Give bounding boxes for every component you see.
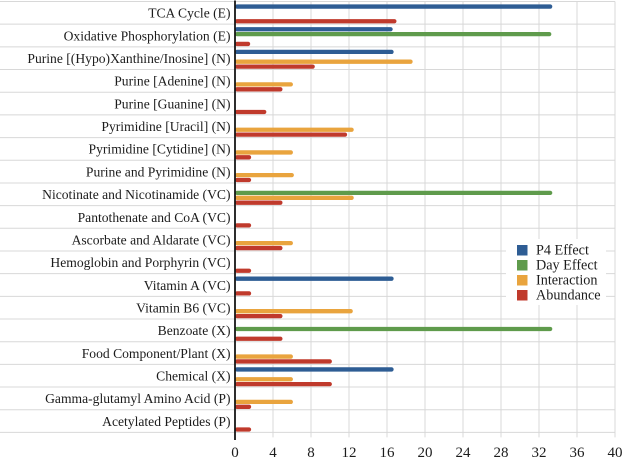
category-label: Nicotinate and Nicotinamide (VC): [42, 187, 230, 203]
x-tick-label: 4: [269, 445, 277, 461]
bar-p4-effect: [235, 49, 394, 55]
bar-abundance: [235, 336, 283, 341]
x-tick-label: 24: [456, 445, 472, 461]
category-label: Purine [Guanine] (N): [114, 96, 230, 112]
x-tick-label: 0: [231, 445, 239, 461]
bar-abundance: [235, 155, 252, 160]
x-tick-label: 8: [307, 445, 315, 461]
category-label: TCA Cycle (E): [148, 6, 230, 22]
category-label: Benzoate (X): [158, 323, 231, 339]
bar-abundance: [235, 245, 283, 251]
bar-p4-effect: [235, 4, 553, 9]
x-tick-label: 36: [570, 445, 586, 461]
category-label: Chemical (X): [156, 369, 230, 385]
category-label: Pyrimidine [Cytidine] (N): [89, 142, 231, 158]
category-label: Pantothenate and CoA (VC): [78, 210, 231, 226]
bar-abundance: [235, 19, 397, 24]
bar-p4-effect: [235, 276, 394, 281]
bar-interaction: [235, 59, 413, 64]
bar-abundance: [235, 132, 348, 137]
category-label: Acetylated Peptides (P): [102, 414, 230, 430]
bar-abundance: [235, 404, 252, 409]
bar-interaction: [235, 399, 293, 405]
legend-swatch-interaction: [517, 275, 528, 286]
x-tick-label: 40: [608, 445, 623, 461]
bar-abundance: [235, 291, 252, 296]
bar-abundance: [235, 359, 332, 364]
bar-abundance: [235, 200, 283, 205]
bar-abundance: [235, 109, 267, 115]
category-label: Hemoglobin and Porphyrin (VC): [50, 255, 230, 271]
category-label: Gamma-glutamyl Amino Acid (P): [45, 391, 230, 407]
bar-abundance: [235, 223, 252, 228]
bar-interaction: [235, 309, 353, 314]
x-tick-label: 32: [532, 445, 547, 461]
bar-abundance: [235, 268, 252, 273]
legend-label-abundance: Abundance: [536, 288, 601, 304]
bar-abundance: [235, 313, 283, 319]
legend-label-day-effect: Day Effect: [536, 258, 598, 274]
bar-interaction: [235, 241, 293, 246]
bar-abundance: [235, 87, 283, 92]
category-label: Vitamin A (VC): [144, 278, 231, 294]
legend-swatch-p4-effect: [517, 245, 528, 256]
legend-swatch-day-effect: [517, 260, 528, 271]
category-label: Food Component/Plant (X): [82, 346, 231, 362]
bar-interaction: [235, 377, 293, 382]
legend-label-interaction: Interaction: [536, 273, 597, 289]
bar-abundance: [235, 177, 252, 183]
bar-p4-effect: [235, 367, 394, 372]
category-label: Purine [Adenine] (N): [114, 74, 230, 90]
x-tick-label: 20: [418, 445, 433, 461]
bar-day-effect: [235, 190, 553, 196]
bar-day-effect: [235, 31, 552, 37]
legend-swatch-abundance: [517, 290, 528, 301]
bar-abundance: [235, 41, 251, 47]
category-label: Ascorbate and Aldarate (VC): [72, 232, 231, 248]
bar-abundance: [235, 381, 332, 387]
bar-interaction: [235, 127, 354, 132]
category-label: Vitamin B6 (VC): [136, 300, 230, 316]
bar-interaction: [235, 82, 293, 87]
category-label: Pyrimidine [Uracil] (N): [101, 119, 230, 135]
category-label: Oxidative Phosphorylation (E): [64, 28, 231, 44]
bar-p4-effect: [235, 27, 393, 32]
legend-label-p4-effect: P4 Effect: [536, 243, 589, 259]
bar-interaction: [235, 172, 294, 178]
x-tick-label: 16: [380, 445, 396, 461]
bar-interaction: [235, 150, 293, 155]
bar-abundance: [235, 64, 315, 69]
bar-interaction: [235, 195, 354, 200]
category-label: Purine and Pyrimidine (N): [86, 164, 231, 180]
bar-day-effect: [235, 326, 553, 332]
bar-abundance: [235, 427, 252, 432]
category-label: Purine [(Hypo)Xanthine/Inosine] (N): [27, 51, 230, 67]
bar-interaction: [235, 354, 293, 359]
x-tick-label: 12: [342, 445, 357, 461]
x-tick-label: 28: [494, 445, 509, 461]
